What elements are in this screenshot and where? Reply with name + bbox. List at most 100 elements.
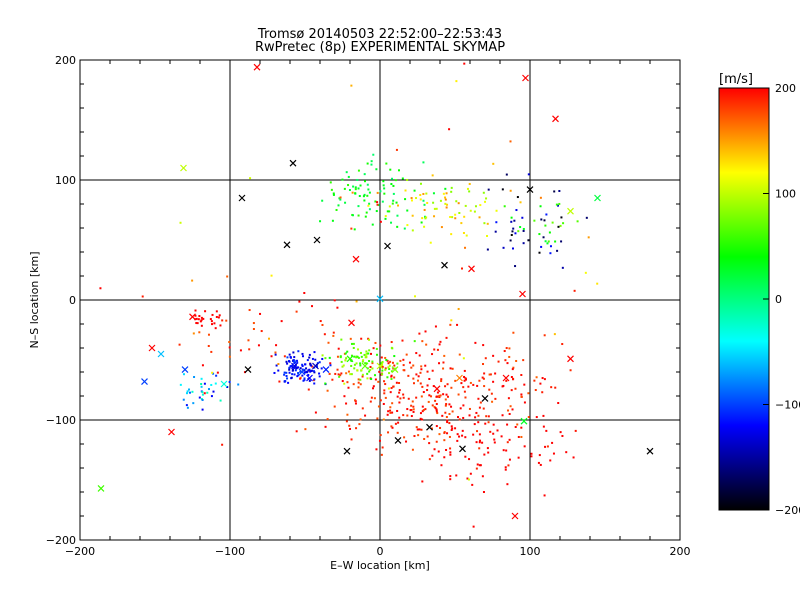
data-point: [358, 423, 361, 426]
data-point: [200, 316, 203, 319]
data-point: [511, 368, 514, 371]
data-point: [198, 396, 201, 399]
data-point: [494, 397, 497, 400]
data-point: [374, 200, 377, 203]
data-point: [449, 475, 452, 478]
data-point: [200, 319, 203, 322]
data-point: [449, 478, 452, 481]
data-point: [445, 336, 448, 339]
data-point: [385, 162, 388, 165]
data-point: [398, 391, 401, 394]
data-point: [550, 386, 553, 389]
data-point: [381, 360, 384, 363]
data-point: [375, 353, 378, 356]
data-point: [439, 426, 442, 429]
data-point: [508, 438, 511, 441]
data-point: [515, 359, 518, 362]
data-point: [353, 363, 356, 366]
data-point: [340, 338, 343, 341]
data-point: [391, 202, 394, 205]
data-point: [514, 265, 517, 268]
data-point: [446, 419, 449, 422]
data-point: [368, 208, 371, 211]
data-point: [247, 339, 250, 342]
data-point: [194, 309, 197, 312]
data-point: [476, 384, 479, 387]
data-point: [433, 215, 436, 218]
data-point: [501, 188, 504, 191]
data-point: [311, 365, 314, 368]
data-point: [556, 249, 559, 252]
data-point: [391, 177, 394, 180]
data-point: [549, 459, 552, 462]
data-point: [561, 343, 564, 346]
data-point: [350, 354, 353, 357]
data-point: [343, 187, 346, 190]
data-point: [412, 410, 415, 413]
data-point: [464, 396, 467, 399]
data-point: [460, 382, 463, 385]
data-point: [389, 391, 392, 394]
data-point: [326, 418, 329, 421]
data-point: [516, 423, 519, 426]
data-point: [332, 331, 335, 334]
data-point: [405, 353, 408, 356]
data-point: [504, 468, 507, 471]
data-point: [434, 407, 437, 410]
data-point: [410, 366, 413, 369]
data-point: [457, 416, 460, 419]
data-point: [449, 447, 452, 450]
cross-marker: [433, 385, 441, 393]
data-point: [428, 394, 431, 397]
data-point: [487, 421, 490, 424]
data-point: [346, 381, 349, 384]
data-point: [535, 376, 538, 379]
data-point: [367, 188, 370, 191]
data-point: [458, 418, 461, 421]
data-point: [359, 362, 362, 365]
data-point: [416, 428, 419, 431]
data-point: [439, 394, 442, 397]
data-point: [349, 373, 352, 376]
data-point: [228, 355, 231, 358]
data-point: [376, 203, 379, 206]
data-point: [433, 348, 436, 351]
cross-marker: [306, 374, 313, 382]
data-point: [494, 230, 497, 233]
data-point: [415, 352, 418, 355]
data-point: [221, 319, 224, 322]
data-point: [435, 425, 438, 428]
data-point: [507, 409, 510, 412]
data-point: [273, 371, 276, 374]
data-point: [422, 409, 425, 412]
cross-marker: [291, 362, 298, 370]
data-point: [384, 215, 387, 218]
data-point: [201, 391, 204, 394]
data-point: [377, 204, 380, 207]
data-point: [587, 236, 590, 239]
data-point: [386, 376, 389, 379]
data-point: [443, 431, 446, 434]
data-point: [433, 448, 436, 451]
data-point: [286, 377, 289, 380]
data-point: [302, 379, 305, 382]
data-point: [388, 210, 391, 213]
data-point: [505, 379, 508, 382]
data-point: [376, 417, 379, 420]
data-point: [487, 188, 490, 191]
data-point: [324, 357, 327, 360]
data-point: [275, 344, 278, 347]
data-point: [364, 356, 367, 359]
data-point: [347, 184, 350, 187]
data-point: [398, 389, 401, 392]
data-point: [469, 381, 472, 384]
data-point: [301, 352, 304, 355]
data-point: [394, 422, 397, 425]
data-point: [559, 224, 562, 227]
data-point: [441, 414, 444, 417]
y-tick-label: 200: [55, 54, 76, 67]
data-point: [378, 439, 381, 442]
data-point: [520, 393, 523, 396]
cross-marker: [283, 241, 291, 249]
data-point: [344, 352, 347, 355]
